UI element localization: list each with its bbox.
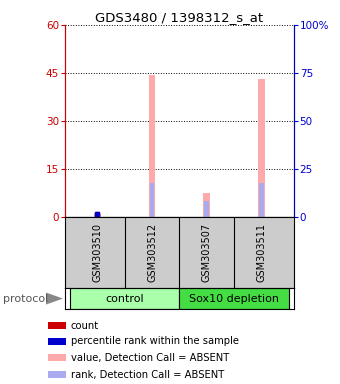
Bar (94, 214, 101, 217)
Bar (150, 184, 154, 217)
Text: control: control (105, 293, 144, 304)
Text: Sox10 depletion: Sox10 depletion (189, 293, 279, 304)
Bar (48, 371, 66, 378)
Text: percentile rank within the sample: percentile rank within the sample (71, 336, 239, 346)
Text: rank, Detection Call = ABSENT: rank, Detection Call = ABSENT (71, 370, 224, 380)
Text: count: count (71, 321, 99, 331)
Text: GSM303510: GSM303510 (92, 223, 102, 282)
Bar (149, 74, 155, 217)
Title: GDS3480 / 1398312_s_at: GDS3480 / 1398312_s_at (95, 11, 264, 24)
Bar (95, 214, 100, 217)
Text: GSM303511: GSM303511 (256, 223, 266, 282)
Bar (48, 338, 66, 345)
Bar (70, 288, 180, 309)
Bar (258, 79, 265, 217)
Polygon shape (46, 293, 63, 305)
Bar (203, 193, 210, 217)
Text: GSM303507: GSM303507 (202, 223, 212, 282)
Text: value, Detection Call = ABSENT: value, Detection Call = ABSENT (71, 353, 229, 363)
Text: GSM303512: GSM303512 (147, 223, 157, 282)
Bar (48, 354, 66, 361)
Bar (48, 322, 66, 329)
Bar (259, 184, 264, 217)
Bar (204, 201, 209, 217)
Text: protocol: protocol (3, 293, 49, 304)
Bar (180, 288, 289, 309)
